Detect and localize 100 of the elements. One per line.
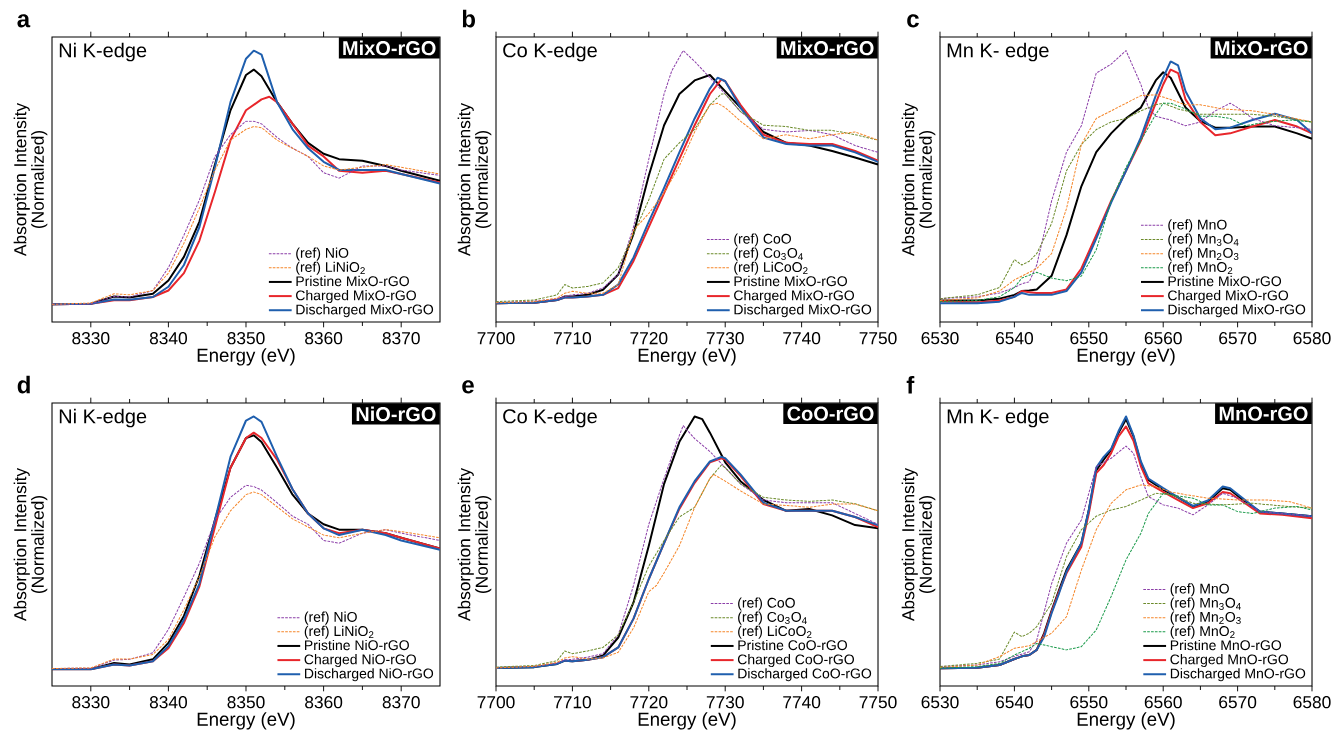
x-axis-title: Energy (eV) bbox=[638, 348, 736, 366]
legend-label: (ref) Mn$_{3}$O$_{4}$ bbox=[1168, 233, 1239, 247]
legend-label: (ref) LiNiO$_{2}$ bbox=[304, 625, 374, 639]
x-tick-label: 8340 bbox=[149, 696, 187, 709]
chart-title: a bbox=[17, 14, 31, 28]
legend-label: Discharged MnO-rGO bbox=[1170, 668, 1306, 682]
y-axis-title: Absorption Intensity (Normalized) bbox=[13, 102, 48, 257]
y-axis-title: Absorption Intensity (Normalized) bbox=[901, 102, 936, 257]
x-axis-title: Energy (eV) bbox=[638, 712, 736, 730]
legend-label: Pristine NiO-rGO bbox=[305, 639, 409, 651]
annotation: Mn K- edge bbox=[947, 42, 1049, 62]
legend-label: (ref) NiO bbox=[304, 611, 357, 625]
x-tick-label: 6540 bbox=[996, 332, 1034, 345]
legend-label: Pristine MixO-rGO bbox=[734, 275, 847, 287]
legend-label: (ref) Mn$_{3}$O$_{4}$ bbox=[1170, 597, 1241, 611]
legend-label: Pristine MixO-rGO bbox=[1168, 275, 1282, 287]
legend-label: (ref) Mn$_{2}$O$_{3}$ bbox=[1170, 611, 1241, 625]
x-axis-title: Energy (eV) bbox=[1077, 712, 1175, 730]
annotation: Co K-edge bbox=[503, 408, 597, 428]
x-tick-label: 8350 bbox=[227, 696, 265, 709]
x-tick-label: 7720 bbox=[630, 332, 668, 345]
chart-title: b bbox=[462, 9, 475, 28]
legend-label: Charged CoO-rGO bbox=[737, 654, 855, 668]
x-tick-label: 8360 bbox=[305, 696, 343, 709]
chart-title: d bbox=[17, 375, 30, 394]
legend-label: (ref) MnO$_{2}$ bbox=[1168, 261, 1233, 275]
x-tick-label: 6560 bbox=[1144, 332, 1182, 345]
legend-label: (ref) LiCoO$_{2}$ bbox=[734, 261, 808, 275]
legend-label: (ref) CoO bbox=[734, 233, 791, 247]
x-tick-label: 7750 bbox=[859, 332, 897, 345]
x-tick-label: 8330 bbox=[72, 696, 110, 709]
annotation: MixO-rGO bbox=[343, 40, 436, 56]
legend-label: Charged MixO-rGO bbox=[296, 290, 416, 304]
x-tick-label: 6540 bbox=[996, 696, 1034, 709]
x-tick-label: 7720 bbox=[630, 696, 668, 709]
legend-label: (ref) Mn$_{2}$O$_{3}$ bbox=[1168, 247, 1239, 261]
x-tick-label: 7710 bbox=[554, 332, 592, 345]
annotation: MixO-rGO bbox=[1215, 40, 1308, 56]
legend-label: Discharged CoO-rGO bbox=[738, 668, 872, 682]
chart-title: e bbox=[462, 380, 474, 394]
legend-label: Charged MixO-rGO bbox=[1168, 290, 1289, 304]
annotation: NiO-rGO bbox=[356, 406, 436, 422]
chart-title: f bbox=[906, 376, 915, 394]
legend-label: (ref) MnO$_{2}$ bbox=[1170, 625, 1235, 639]
annotation: Ni K-edge bbox=[59, 42, 147, 62]
chart-title: c bbox=[907, 14, 919, 28]
legend-label: (ref) CoO bbox=[738, 597, 795, 611]
legend-label: Charged MixO-rGO bbox=[734, 290, 855, 304]
legend-label: Pristine MixO-rGO bbox=[296, 275, 409, 287]
legend-label: (ref) NiO bbox=[296, 247, 349, 261]
legend-label: Discharged MixO-rGO bbox=[734, 304, 872, 318]
annotation: MnO-rGO bbox=[1219, 406, 1308, 421]
legend-label: Pristine CoO-rGO bbox=[738, 639, 847, 651]
x-tick-label: 8340 bbox=[149, 332, 187, 345]
x-tick-label: 7740 bbox=[783, 696, 821, 709]
x-tick-label: 6550 bbox=[1070, 696, 1108, 709]
x-tick-label: 6570 bbox=[1219, 332, 1257, 345]
annotation: MixO-rGO bbox=[781, 40, 874, 56]
x-tick-label: 8350 bbox=[227, 332, 265, 345]
x-axis-title: Energy (eV) bbox=[1077, 348, 1175, 366]
x-tick-label: 7700 bbox=[477, 696, 515, 709]
x-tick-label: 7750 bbox=[859, 696, 897, 709]
legend-label: (ref) Co$_{3}$O$_{4}$ bbox=[738, 611, 807, 625]
x-tick-label: 6580 bbox=[1293, 332, 1331, 345]
x-tick-label: 6530 bbox=[921, 332, 959, 345]
x-tick-label: 6530 bbox=[921, 696, 959, 709]
x-tick-label: 7740 bbox=[783, 332, 821, 345]
x-tick-label: 7700 bbox=[477, 332, 515, 345]
legend-label: Discharged MixO-rGO bbox=[1168, 304, 1306, 318]
y-axis-title: Absorption Intensity (Normalized) bbox=[901, 467, 936, 622]
x-tick-label: 8330 bbox=[72, 332, 110, 345]
legend-label: (ref) MnO bbox=[1170, 583, 1229, 597]
y-axis-title: Absorption Intensity (Normalized) bbox=[13, 467, 48, 622]
legend-label: (ref) LiCoO$_{2}$ bbox=[738, 625, 812, 639]
x-axis-title: Energy (eV) bbox=[197, 712, 295, 730]
x-tick-label: 6570 bbox=[1219, 696, 1257, 709]
x-tick-label: 8370 bbox=[382, 332, 420, 345]
annotation: CoO-rGO bbox=[787, 406, 874, 421]
legend-label: Charged NiO-rGO bbox=[304, 654, 416, 668]
x-tick-label: 8360 bbox=[305, 332, 343, 345]
legend-label: Pristine MnO-rGO bbox=[1170, 639, 1282, 651]
x-tick-label: 6580 bbox=[1293, 696, 1331, 709]
legend-label: Charged MnO-rGO bbox=[1170, 654, 1289, 668]
x-tick-label: 7730 bbox=[706, 696, 744, 709]
legend-label: (ref) LiNiO$_{2}$ bbox=[296, 261, 365, 275]
annotation: Ni K-edge bbox=[59, 408, 147, 428]
annotation: Co K-edge bbox=[503, 42, 597, 62]
legend-label: (ref) MnO bbox=[1168, 219, 1227, 233]
x-tick-label: 8370 bbox=[382, 696, 420, 709]
x-tick-label: 7710 bbox=[554, 696, 592, 709]
x-tick-label: 6560 bbox=[1144, 696, 1182, 709]
x-axis-title: Energy (eV) bbox=[197, 348, 295, 366]
legend-label: Discharged NiO-rGO bbox=[305, 668, 434, 682]
y-axis-title: Absorption Intensity (Normalized) bbox=[457, 102, 492, 257]
legend-label: (ref) Co$_{3}$O$_{4}$ bbox=[734, 247, 803, 261]
legend-label: Discharged MixO-rGO bbox=[296, 304, 434, 318]
annotation: Mn K- edge bbox=[947, 408, 1049, 428]
y-axis-title: Absorption Intensity (Normalized) bbox=[457, 467, 492, 622]
x-tick-label: 7730 bbox=[706, 332, 744, 345]
x-tick-label: 6550 bbox=[1070, 332, 1108, 345]
